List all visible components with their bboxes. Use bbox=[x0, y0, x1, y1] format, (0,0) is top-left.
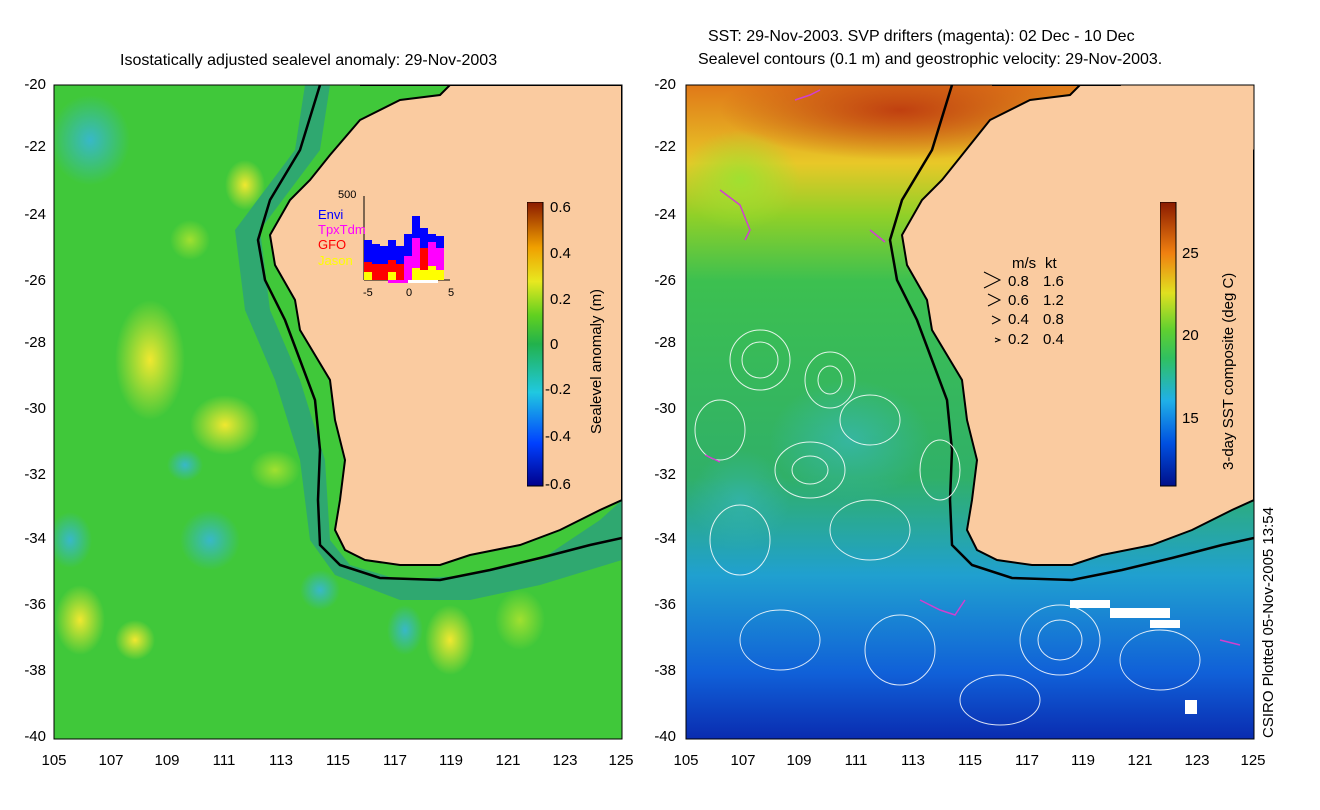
left-y-tick: -26 bbox=[24, 272, 46, 289]
left-y-tick: -32 bbox=[24, 466, 46, 483]
sla-colorbar-tick: -0.6 bbox=[545, 476, 571, 493]
right-y-tick: -24 bbox=[654, 206, 676, 223]
sst-colorbar-tick: 15 bbox=[1182, 410, 1199, 427]
sla-colorbar-tick: -0.2 bbox=[545, 381, 571, 398]
velocity-legend-header-kt: kt bbox=[1045, 255, 1057, 272]
velocity-legend-ms: 0.6 bbox=[1008, 292, 1029, 309]
sla-colorbar-tick: 0 bbox=[550, 336, 559, 353]
left-x-tick: 111 bbox=[212, 752, 236, 769]
sst-colorbar-label: 3-day SST composite (deg C) bbox=[1220, 272, 1237, 470]
left-x-tick: 119 bbox=[439, 752, 463, 769]
sla-colorbar-tick: 0.6 bbox=[550, 199, 571, 216]
right-y-tick: -32 bbox=[654, 466, 676, 483]
right-x-tick: 115 bbox=[958, 752, 982, 769]
right-x-tick: 125 bbox=[1240, 752, 1266, 769]
right-y-tick: -36 bbox=[654, 596, 676, 613]
sla-colorbar-tick: 0.2 bbox=[550, 291, 571, 308]
velocity-legend-kt: 1.2 bbox=[1043, 292, 1064, 309]
left-y-tick: -22 bbox=[24, 138, 46, 155]
right-x-tick: 119 bbox=[1071, 752, 1095, 769]
left-y-tick: -40 bbox=[24, 728, 46, 745]
left-y-tick: -34 bbox=[24, 530, 46, 547]
sst-colorbar-tick: 25 bbox=[1182, 245, 1199, 262]
inset-count-label: 500 bbox=[338, 189, 357, 201]
right-y-tick: -20 bbox=[654, 76, 676, 93]
velocity-legend-kt: 1.6 bbox=[1043, 273, 1064, 290]
sla-colorbar bbox=[527, 202, 544, 487]
left-x-tick: 109 bbox=[154, 752, 180, 769]
right-x-tick: 111 bbox=[844, 752, 868, 769]
velocity-legend-header-ms: m/s bbox=[1012, 255, 1037, 272]
inset-x-tick: -5 bbox=[363, 287, 373, 299]
right-map-title-line1: SST: 29-Nov-2003. SVP drifters (magenta)… bbox=[708, 28, 1135, 45]
velocity-legend-ms: 0.8 bbox=[1008, 273, 1029, 290]
sla-colorbar-tick: -0.4 bbox=[545, 428, 571, 445]
inset-legend-envi: Envi bbox=[318, 207, 344, 222]
right-x-tick: 123 bbox=[1184, 752, 1210, 769]
right-y-tick: -38 bbox=[654, 662, 676, 679]
left-y-tick: -24 bbox=[24, 206, 46, 223]
left-y-tick: -28 bbox=[24, 334, 46, 351]
right-x-tick: 105 bbox=[673, 752, 699, 769]
inset-legend-jason: Jason bbox=[318, 253, 353, 268]
inset-x-tick: 0 bbox=[406, 287, 413, 299]
left-x-tick: 115 bbox=[326, 752, 350, 769]
sla-colorbar-tick: 0.4 bbox=[550, 245, 571, 262]
right-x-tick: 107 bbox=[730, 752, 756, 769]
right-y-tick: -34 bbox=[654, 530, 676, 547]
right-y-tick: -26 bbox=[654, 272, 676, 289]
left-x-tick: 121 bbox=[495, 752, 521, 769]
left-x-tick: 117 bbox=[383, 752, 407, 769]
inset-x-tick: 5 bbox=[448, 287, 455, 299]
velocity-legend-kt: 0.8 bbox=[1043, 311, 1064, 328]
left-x-tick: 125 bbox=[608, 752, 634, 769]
right-y-tick: -40 bbox=[654, 728, 676, 745]
left-y-tick: -36 bbox=[24, 596, 46, 613]
left-x-tick: 107 bbox=[98, 752, 124, 769]
plot-credit: CSIRO Plotted 05-Nov-2005 13:54 bbox=[1260, 507, 1277, 738]
inset-legend-tpxtdm: TpxTdm bbox=[318, 222, 366, 237]
left-y-tick: -30 bbox=[24, 400, 46, 417]
right-y-tick: -28 bbox=[654, 334, 676, 351]
velocity-legend-ms: 0.2 bbox=[1008, 331, 1029, 348]
altimeter-inset-histogram bbox=[363, 196, 450, 283]
right-x-tick: 117 bbox=[1015, 752, 1039, 769]
velocity-legend-ms: 0.4 bbox=[1008, 311, 1029, 328]
sst-colorbar-tick: 20 bbox=[1182, 327, 1199, 344]
velocity-legend-arrows bbox=[983, 271, 1002, 343]
left-map-title: Isostatically adjusted sealevel anomaly:… bbox=[120, 52, 498, 69]
right-x-tick: 109 bbox=[786, 752, 812, 769]
inset-bars bbox=[364, 216, 444, 283]
sst-colorbar bbox=[1160, 202, 1177, 487]
inset-legend-gfo: GFO bbox=[318, 237, 347, 252]
right-y-tick: -30 bbox=[654, 400, 676, 417]
left-x-tick: 123 bbox=[552, 752, 578, 769]
right-y-tick: -22 bbox=[654, 138, 676, 155]
left-y-tick: -38 bbox=[24, 662, 46, 679]
left-x-tick: 113 bbox=[269, 752, 293, 769]
right-x-tick: 113 bbox=[901, 752, 925, 769]
right-x-tick: 121 bbox=[1127, 752, 1153, 769]
left-y-tick: -20 bbox=[24, 76, 46, 93]
left-x-tick: 105 bbox=[41, 752, 67, 769]
right-map-title-line2: Sealevel contours (0.1 m) and geostrophi… bbox=[698, 51, 1163, 68]
velocity-legend-kt: 0.4 bbox=[1043, 331, 1064, 348]
